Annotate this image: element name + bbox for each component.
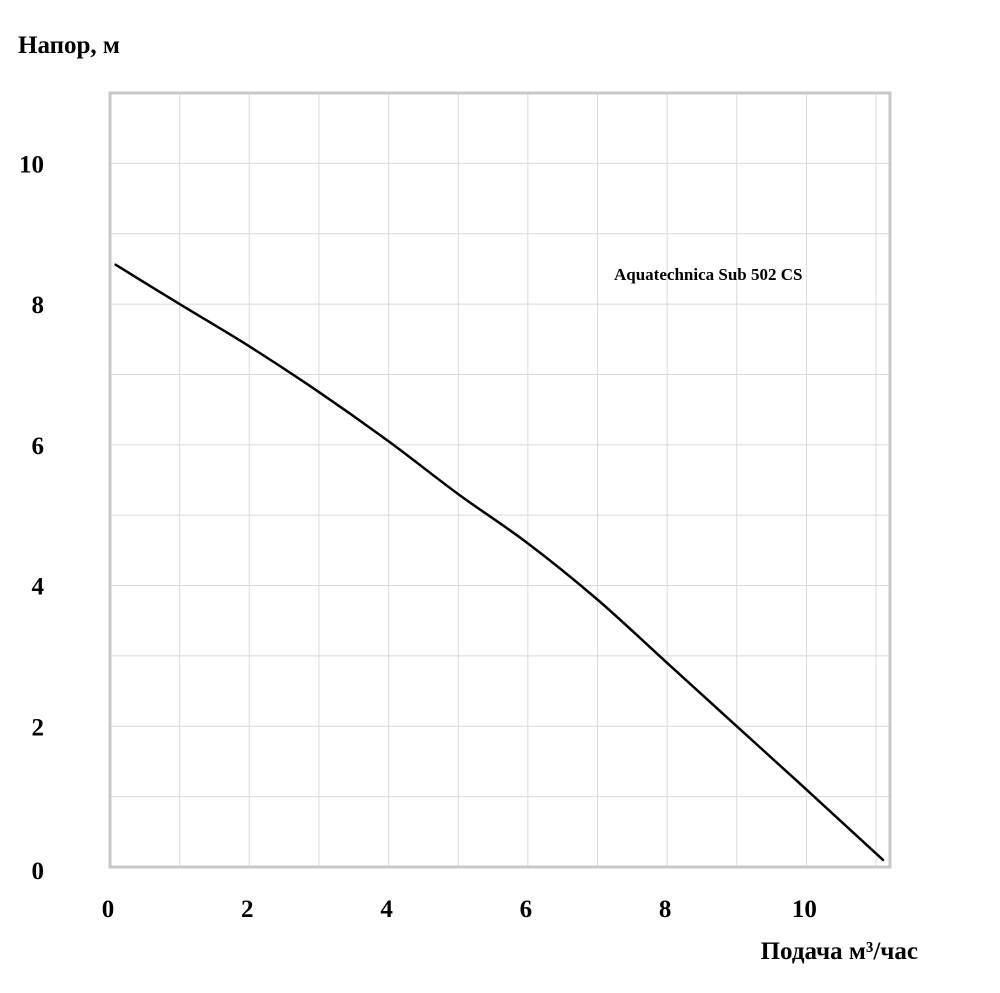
y-tick-label: 0 (32, 858, 45, 885)
y-axis-label: Напор, м (18, 32, 120, 59)
x-tick-label: 10 (792, 896, 817, 923)
x-axis-label: Подача м³/час (761, 938, 918, 965)
y-tick-label: 2 (32, 714, 45, 741)
series-label: Aquatechnica Sub 502 CS (614, 265, 802, 284)
x-tick-labels: 0 2 4 6 8 10 (102, 896, 817, 923)
plot-frame (108, 91, 892, 869)
series-layer (114, 263, 885, 862)
grid (110, 93, 890, 867)
y-tick-label: 10 (19, 151, 44, 178)
x-tick-label: 6 (520, 896, 533, 923)
y-tick-label: 6 (32, 433, 45, 460)
series-line (114, 263, 885, 862)
x-tick-label: 0 (102, 896, 115, 923)
y-tick-label: 8 (32, 292, 45, 319)
x-tick-label: 4 (380, 896, 393, 923)
y-tick-labels: 0 2 4 6 8 10 (19, 151, 45, 885)
y-tick-label: 4 (32, 574, 45, 601)
x-tick-label: 8 (659, 896, 672, 923)
x-tick-label: 2 (241, 896, 254, 923)
